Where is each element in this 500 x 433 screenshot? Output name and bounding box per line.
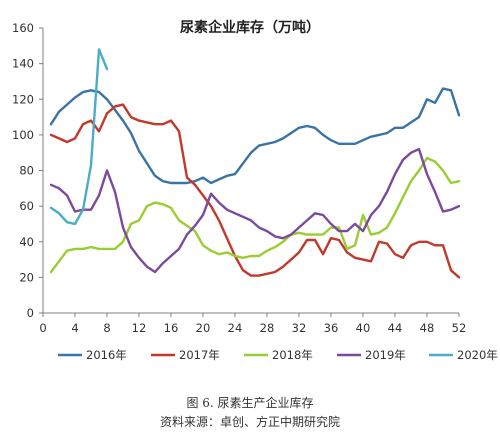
legend-label-2017: 2017年 xyxy=(179,348,220,362)
x-tick-label: 52 xyxy=(452,321,467,335)
y-tick-label: 80 xyxy=(19,164,34,178)
y-tick-label: 20 xyxy=(19,270,34,284)
x-tick-label: 44 xyxy=(388,321,403,335)
series-line-2020 xyxy=(49,48,109,226)
series-line-2019 xyxy=(49,147,461,274)
chart-title: 尿素企业库存（万吨） xyxy=(180,19,320,36)
x-tick-label: 8 xyxy=(103,321,110,335)
y-tick-label: 160 xyxy=(12,21,34,35)
x-tick-label: 0 xyxy=(39,321,46,335)
y-tick-label: 0 xyxy=(27,306,34,320)
legend-label-2016: 2016年 xyxy=(86,348,127,362)
series-line-2018 xyxy=(49,156,461,274)
series-line-2016 xyxy=(49,87,461,185)
legend-label-2020: 2020年 xyxy=(457,348,498,362)
y-tick-label: 100 xyxy=(12,128,34,142)
x-tick-label: 40 xyxy=(356,321,371,335)
y-tick-label: 60 xyxy=(19,199,34,213)
x-tick-label: 4 xyxy=(71,321,78,335)
series-line-2017 xyxy=(49,103,461,279)
y-tick-label: 40 xyxy=(19,235,34,249)
x-tick-label: 24 xyxy=(228,321,243,335)
figure-caption: 图 6. 尿素生产企业库存 xyxy=(186,396,314,410)
x-tick-label: 48 xyxy=(420,321,435,335)
x-tick-label: 16 xyxy=(164,321,179,335)
x-tick-label: 32 xyxy=(292,321,307,335)
x-tick-label: 12 xyxy=(132,321,147,335)
y-tick-label: 140 xyxy=(12,57,34,71)
x-tick-label: 28 xyxy=(260,321,275,335)
y-tick-label: 120 xyxy=(12,92,34,106)
chart: 尿素企业库存（万吨） 0 20 40 60 80 100 120 140 160 0 4 8 12 16 20… xyxy=(12,19,498,362)
x-tick-label: 36 xyxy=(324,321,339,335)
x-tick-label: 20 xyxy=(196,321,211,335)
legend-label-2019: 2019年 xyxy=(365,348,406,362)
figure-source: 资料来源：卓创、方正中期研究院 xyxy=(159,415,340,429)
legend-label-2018: 2018年 xyxy=(272,348,313,362)
